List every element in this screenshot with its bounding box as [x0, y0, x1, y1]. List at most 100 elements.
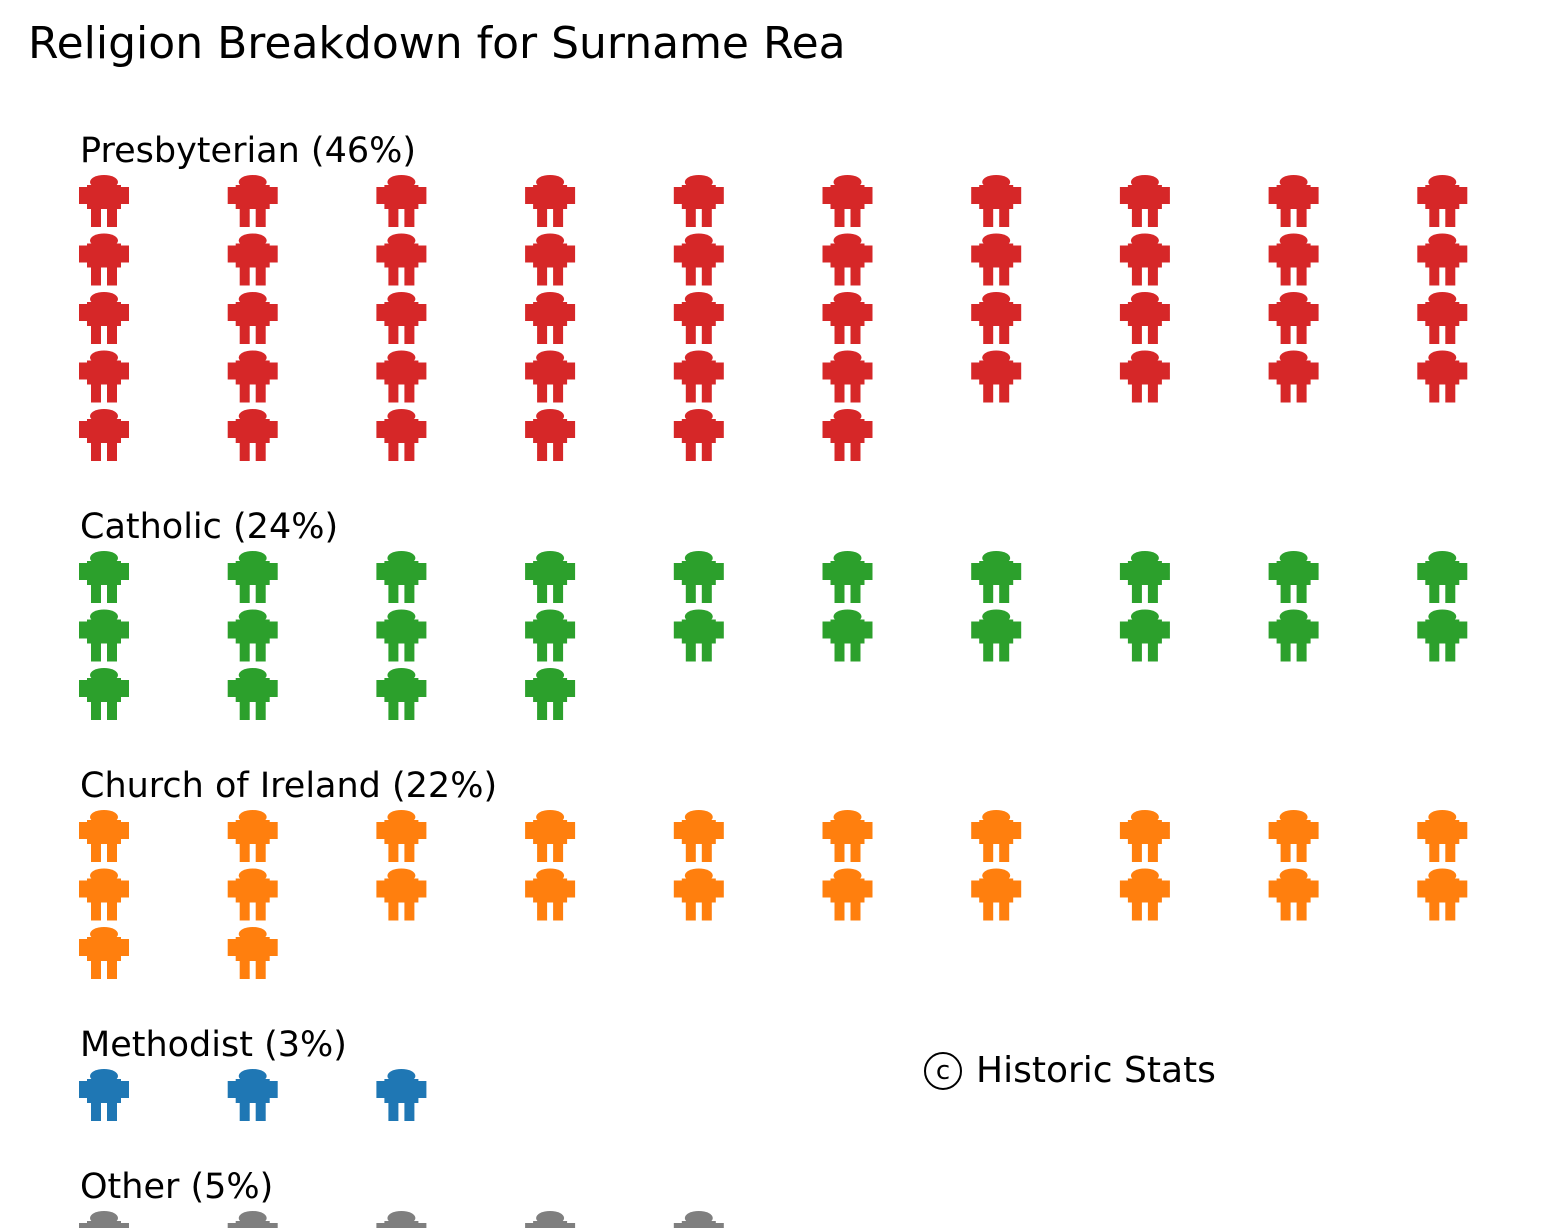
person-icon: [525, 350, 576, 403]
person-icon: [79, 292, 129, 344]
person-icon: [971, 175, 1022, 227]
person-icon: [525, 609, 576, 662]
person-icon: [79, 868, 129, 921]
person-icon: [376, 350, 427, 403]
person-icon: [1417, 551, 1468, 603]
person-icon: [376, 1069, 427, 1121]
person-icon: [1417, 609, 1468, 662]
person-icon: [822, 292, 873, 344]
person-icon: [673, 409, 724, 461]
person-icon: [673, 551, 724, 603]
person-icon: [822, 409, 873, 461]
series-label: Presbyterian (46%): [80, 131, 416, 171]
credit-text: Historic Stats: [976, 1050, 1216, 1091]
person-icon: [79, 175, 129, 227]
person-icon: [1268, 175, 1319, 227]
person-icon: [79, 350, 129, 403]
series-label: Catholic (24%): [80, 507, 338, 547]
person-icon: [1268, 551, 1319, 603]
person-icon: [822, 350, 873, 403]
person-icon: [79, 1211, 129, 1228]
series-group-0: Presbyterian (46%): [79, 131, 1468, 461]
person-icon: [1119, 551, 1170, 603]
person-icon: [79, 927, 129, 979]
series-group-1: Catholic (24%): [79, 507, 1468, 720]
person-icon: [525, 551, 576, 603]
series-label: Other (5%): [80, 1167, 273, 1207]
person-icon: [971, 609, 1022, 662]
person-icon: [376, 175, 427, 227]
person-icon: [971, 551, 1022, 603]
person-icon: [227, 175, 278, 227]
person-icon: [822, 810, 873, 862]
person-icon: [79, 668, 129, 720]
person-icon: [673, 233, 724, 286]
person-icon: [673, 350, 724, 403]
person-icon: [822, 868, 873, 921]
person-icon: [1268, 233, 1319, 286]
person-icon: [822, 609, 873, 662]
person-icon: [525, 292, 576, 344]
person-icon: [1417, 868, 1468, 921]
series-label: Church of Ireland (22%): [80, 766, 497, 806]
person-icon: [673, 810, 724, 862]
person-icon: [227, 609, 278, 662]
person-icon: [1119, 350, 1170, 403]
person-icon: [525, 233, 576, 286]
person-icon: [227, 927, 278, 979]
series-group-2: Church of Ireland (22%): [79, 766, 1468, 979]
person-icon: [376, 609, 427, 662]
person-icon: [822, 551, 873, 603]
person-icon: [227, 292, 278, 344]
person-icon: [525, 175, 576, 227]
person-icon: [79, 551, 129, 603]
person-icon: [1119, 292, 1170, 344]
person-icon: [227, 810, 278, 862]
person-icon: [227, 551, 278, 603]
person-icon: [971, 810, 1022, 862]
person-icon: [1417, 810, 1468, 862]
person-icon: [376, 1211, 427, 1228]
person-icon: [525, 668, 576, 720]
person-icon: [673, 1211, 724, 1228]
series-group-3: Methodist (3%): [79, 1025, 427, 1121]
person-icon: [525, 1211, 576, 1228]
series-label: Methodist (3%): [80, 1025, 347, 1065]
person-icon: [822, 175, 873, 227]
person-icon: [525, 810, 576, 862]
chart-title: Religion Breakdown for Surname Rea: [28, 18, 846, 69]
person-icon: [227, 409, 278, 461]
person-icon: [376, 810, 427, 862]
person-icon: [673, 175, 724, 227]
person-icon: [1119, 175, 1170, 227]
person-icon: [822, 233, 873, 286]
person-icon: [227, 233, 278, 286]
person-icon: [525, 409, 576, 461]
person-icon: [376, 668, 427, 720]
person-icon: [79, 1069, 129, 1121]
person-icon: [227, 668, 278, 720]
person-icon: [1119, 609, 1170, 662]
person-icon: [79, 233, 129, 286]
person-icon: [1417, 233, 1468, 286]
person-icon: [673, 868, 724, 921]
person-icon: [1417, 350, 1468, 403]
person-icon: [227, 350, 278, 403]
person-icon: [1268, 292, 1319, 344]
person-icon: [1268, 868, 1319, 921]
person-icon: [227, 1069, 278, 1121]
person-icon: [376, 233, 427, 286]
person-icon: [1268, 350, 1319, 403]
person-icon: [376, 409, 427, 461]
person-icon: [1268, 609, 1319, 662]
person-icon: [673, 292, 724, 344]
person-icon: [1119, 810, 1170, 862]
person-icon: [376, 551, 427, 603]
person-icon: [971, 292, 1022, 344]
person-icon: [525, 868, 576, 921]
person-icon: [971, 233, 1022, 286]
person-icon: [376, 868, 427, 921]
person-icon: [376, 292, 427, 344]
series-group-4: Other (5%): [79, 1167, 724, 1228]
person-icon: [971, 350, 1022, 403]
